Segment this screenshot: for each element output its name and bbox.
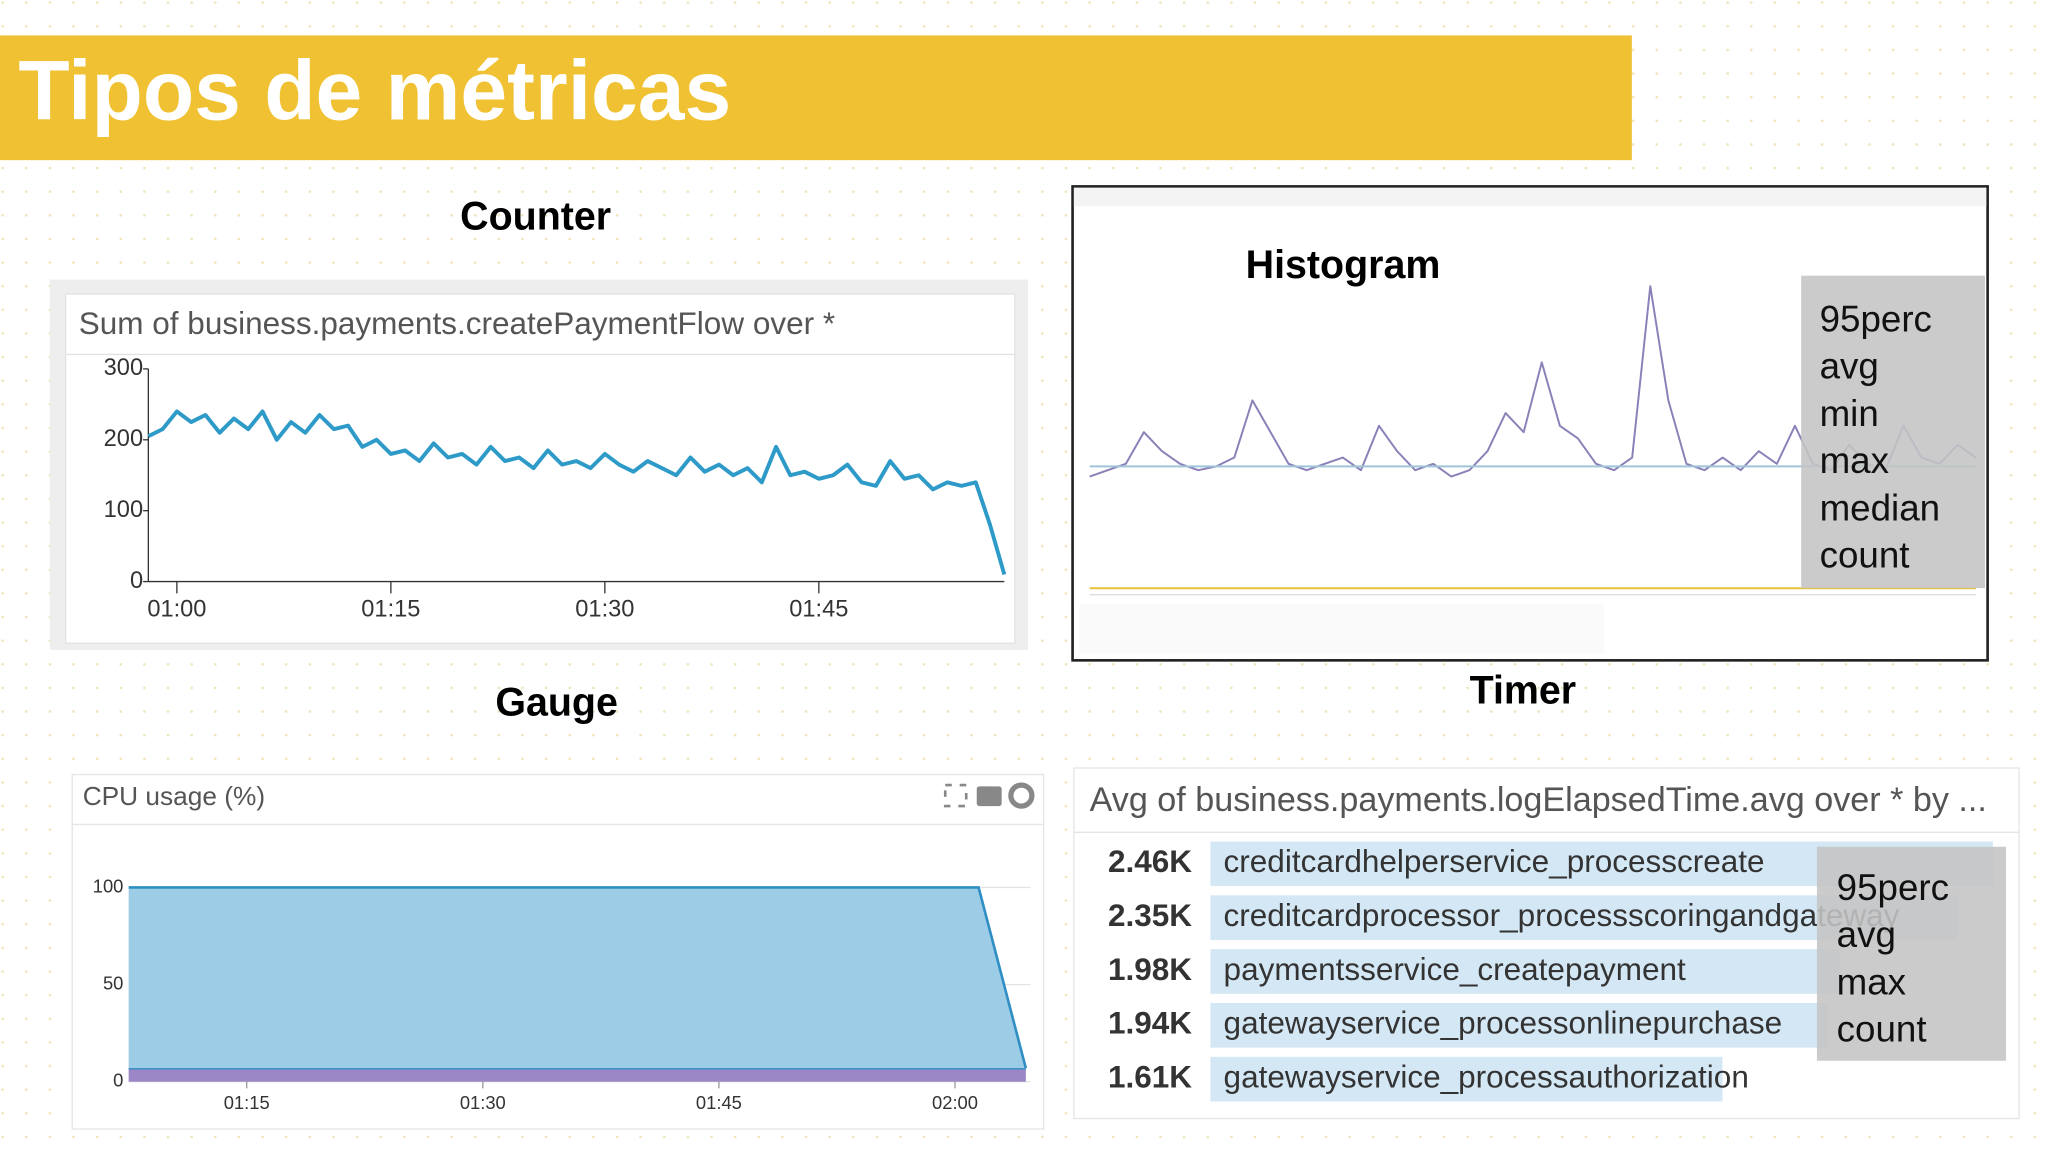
x-tick-label: 01:30 [460,1092,506,1113]
legend-item: max [1837,961,1906,1002]
category-label: creditcardhelperservice_processcreate [1224,843,1765,879]
x-tick-label: 01:15 [361,597,420,623]
bar [1210,1002,1828,1048]
value-label: 2.46K [1108,843,1192,879]
panel [64,293,1016,644]
legend-item: 95perc [1820,298,1932,339]
section-label: Histogram [1246,243,1441,287]
legend-item: avg [1837,914,1896,955]
value-label: 1.98K [1108,951,1192,987]
title-banner [0,35,1632,161]
y-tick-label: 0 [130,568,143,594]
legend-box [1816,846,2006,1061]
y-tick-label: 300 [104,355,143,381]
legend-item: median [1820,487,1941,528]
y-tick-label: 100 [104,497,143,523]
camera-icon[interactable] [976,786,1002,807]
legend-box [1801,275,1985,589]
y-tick-label: 200 [104,426,143,452]
value-label: 2.35K [1108,897,1192,933]
area-edge [128,886,1028,1069]
category-label: creditcardprocessor_processscoringandgat… [1224,897,1900,933]
bar [1210,1056,1723,1102]
slide-title: Tipos de métricas [18,43,731,137]
legend-item: max [1820,440,1889,481]
y-tick-label: 100 [93,875,124,896]
legend-item: avg [1820,346,1879,387]
category-label: gatewayservice_processonlinepurchase [1224,1005,1783,1041]
expand-icon[interactable] [943,783,968,808]
category-label: paymentsservice_createpayment [1224,951,1686,987]
y-tick-label: 0 [113,1070,123,1091]
area [128,887,1026,1069]
section-label: Gauge [495,680,618,724]
settings-icon[interactable] [1008,782,1035,809]
section-label: Timer [1470,669,1577,713]
x-tick-label: 01:45 [696,1092,742,1113]
x-tick-label: 01:00 [147,597,206,623]
x-tick-label: 01:15 [224,1092,270,1113]
x-tick-label: 01:30 [575,597,634,623]
y-tick-label: 50 [103,972,123,993]
chart-title: Avg of business.payments.logElapsedTime.… [1090,781,1987,819]
legend-item: count [1820,535,1910,576]
legend-item: min [1820,393,1879,434]
category-label: gatewayservice_processauthorization [1224,1058,1749,1094]
x-tick-label: 01:45 [789,597,848,623]
area [128,1068,1026,1082]
value-label: 1.61K [1108,1058,1192,1094]
chart-title: CPU usage (%) [83,781,265,811]
toolbar [1073,187,1987,207]
chart-title: Sum of business.payments.createPaymentFl… [79,305,835,341]
legend-item: count [1837,1009,1927,1050]
section-label: Counter [460,195,611,239]
bar [1210,949,1841,994]
line [147,409,1007,576]
x-tick-label: 02:00 [932,1092,978,1113]
legend-item: 95perc [1837,867,1949,908]
value-label: 1.94K [1108,1005,1192,1041]
legend-table [1079,603,1605,654]
